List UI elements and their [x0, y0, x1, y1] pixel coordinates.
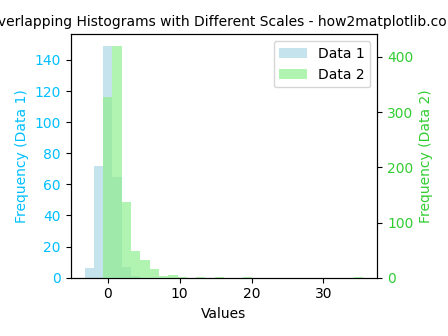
Bar [122, 267, 131, 278]
Bar [354, 277, 363, 278]
Y-axis label: Frequency (Data 1): Frequency (Data 1) [15, 89, 29, 223]
Title: Overlapping Histograms with Different Scales - how2matplotlib.com: Overlapping Histograms with Different Sc… [0, 15, 448, 29]
Bar [177, 277, 187, 278]
Bar [168, 275, 177, 278]
Bar [215, 277, 224, 278]
Bar [103, 97, 112, 278]
Bar [112, 177, 122, 278]
Bar [112, 46, 122, 278]
Y-axis label: Frequency (Data 2): Frequency (Data 2) [419, 89, 433, 223]
Bar [140, 259, 150, 278]
Bar [103, 46, 112, 278]
Bar [85, 268, 94, 278]
Bar [196, 277, 206, 278]
X-axis label: Values: Values [201, 307, 247, 321]
Bar [122, 202, 131, 278]
Bar [159, 276, 168, 278]
Legend: Data 1, Data 2: Data 1, Data 2 [274, 41, 370, 87]
Bar [150, 269, 159, 278]
Bar [131, 251, 140, 278]
Bar [94, 166, 103, 278]
Bar [242, 277, 252, 278]
Bar [131, 276, 140, 278]
